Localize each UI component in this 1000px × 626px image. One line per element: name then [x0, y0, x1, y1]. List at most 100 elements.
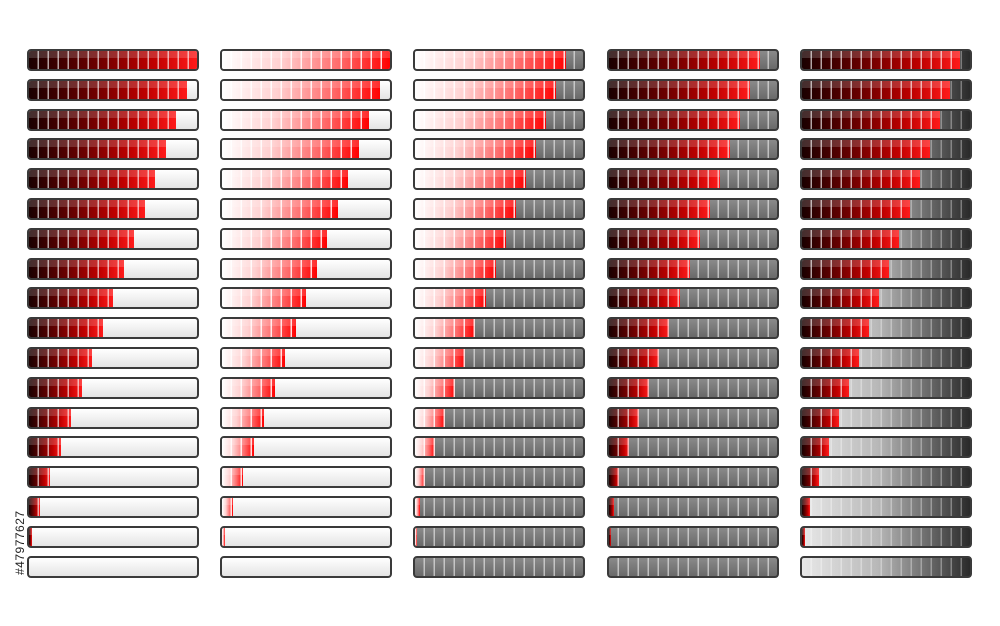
progress-bar — [220, 109, 392, 131]
progress-bar — [413, 466, 585, 488]
progress-bar — [27, 347, 199, 369]
progress-bar — [800, 407, 972, 429]
progress-fill — [609, 260, 690, 278]
progress-bar — [800, 377, 972, 399]
progress-fill — [415, 438, 436, 456]
progress-fill — [222, 260, 317, 278]
progress-bar — [413, 79, 585, 101]
progress-fill — [802, 379, 850, 397]
progress-bar — [220, 347, 392, 369]
progress-fill — [609, 468, 620, 486]
progress-fill — [802, 498, 811, 516]
progress-bar — [220, 407, 392, 429]
progress-bar — [800, 198, 972, 220]
progress-bar — [27, 556, 199, 578]
progress-bar — [413, 258, 585, 280]
progress-bar — [220, 168, 392, 190]
progress-fill — [222, 319, 296, 337]
progress-bar — [220, 49, 392, 71]
progress-fill — [222, 409, 264, 427]
progress-fill — [29, 498, 40, 516]
progress-fill — [29, 111, 176, 129]
progress-bar — [413, 317, 585, 339]
progress-bar — [220, 496, 392, 518]
progress-bar — [607, 377, 779, 399]
progress-fill — [415, 260, 496, 278]
progress-bar — [27, 228, 199, 250]
progress-bar — [800, 466, 972, 488]
progress-bar — [413, 407, 585, 429]
progress-bar — [220, 198, 392, 220]
progress-bar — [800, 496, 972, 518]
progress-fill — [29, 528, 33, 546]
progress-fill — [415, 468, 426, 486]
progress-bar — [413, 347, 585, 369]
progress-bar — [413, 109, 585, 131]
progress-fill — [29, 379, 82, 397]
progress-fill — [29, 409, 71, 427]
progress-fill — [609, 230, 700, 248]
progress-bar — [607, 49, 779, 71]
progress-fill — [415, 528, 417, 546]
progress-fill — [29, 230, 134, 248]
progress-fill — [222, 528, 226, 546]
progress-bar — [800, 258, 972, 280]
progress-bar — [607, 79, 779, 101]
progress-fill — [222, 170, 348, 188]
progress-bar — [27, 466, 199, 488]
progress-fill — [29, 289, 113, 307]
progress-fill — [609, 498, 615, 516]
progress-bar — [220, 526, 392, 548]
progress-fill — [609, 409, 640, 427]
progress-fill — [609, 438, 630, 456]
progress-bar — [800, 317, 972, 339]
progress-fill — [802, 170, 920, 188]
progress-bar — [607, 198, 779, 220]
progress-bar — [607, 347, 779, 369]
progress-fill — [222, 51, 390, 69]
progress-fill — [609, 51, 761, 69]
progress-bar — [607, 287, 779, 309]
progress-fill — [415, 51, 567, 69]
progress-bar — [413, 556, 585, 578]
progress-fill — [222, 349, 285, 367]
progress-bar — [800, 109, 972, 131]
progress-bar — [220, 287, 392, 309]
progress-fill — [802, 200, 910, 218]
progress-bar — [800, 138, 972, 160]
progress-bar — [800, 168, 972, 190]
progress-fill — [415, 289, 486, 307]
progress-fill — [609, 349, 660, 367]
progress-fill — [29, 200, 145, 218]
progress-fill — [29, 51, 197, 69]
progress-fill — [802, 438, 829, 456]
progress-fill — [415, 379, 456, 397]
progress-fill — [609, 200, 710, 218]
progress-fill — [802, 81, 950, 99]
progress-fill — [29, 170, 155, 188]
progress-bar — [27, 317, 199, 339]
progress-fill — [415, 319, 476, 337]
progress-fill — [222, 289, 306, 307]
progress-bar — [220, 258, 392, 280]
progress-fill — [609, 379, 650, 397]
progress-fill — [222, 230, 327, 248]
progress-fill — [222, 81, 380, 99]
progress-bar — [607, 317, 779, 339]
progress-fill — [802, 319, 870, 337]
progress-bar — [220, 556, 392, 578]
progress-fill — [609, 528, 611, 546]
progress-fill — [222, 140, 359, 158]
progress-bar — [220, 466, 392, 488]
progress-bar — [27, 258, 199, 280]
progress-bar — [607, 258, 779, 280]
progress-fill — [802, 349, 860, 367]
progress-bar — [413, 287, 585, 309]
progress-bar — [27, 436, 199, 458]
progress-fill — [29, 81, 187, 99]
progress-bar — [800, 79, 972, 101]
progress-fill — [609, 170, 720, 188]
progress-fill — [222, 468, 243, 486]
progress-fill — [29, 438, 61, 456]
